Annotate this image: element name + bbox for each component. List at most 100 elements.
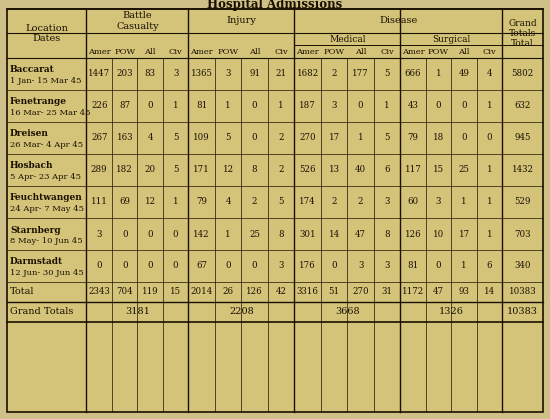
Text: 12: 12 (145, 197, 156, 207)
Text: 182: 182 (116, 166, 133, 174)
Text: 945: 945 (514, 134, 531, 142)
Text: 0: 0 (173, 261, 178, 271)
Text: POW: POW (323, 47, 345, 55)
Text: Battle
Casualty: Battle Casualty (116, 11, 159, 31)
Text: 26: 26 (223, 287, 234, 297)
Text: 6: 6 (384, 166, 390, 174)
Text: 40: 40 (355, 166, 366, 174)
Text: 1365: 1365 (191, 70, 213, 78)
Text: 1: 1 (487, 230, 492, 238)
Text: 79: 79 (408, 134, 419, 142)
Text: 1: 1 (226, 230, 231, 238)
Text: 0: 0 (461, 134, 467, 142)
Text: 3: 3 (278, 261, 284, 271)
Text: All: All (355, 47, 366, 55)
Text: POW: POW (428, 47, 449, 55)
Text: Civ: Civ (274, 47, 288, 55)
Text: 10: 10 (433, 230, 444, 238)
Text: 0: 0 (122, 230, 128, 238)
Text: 18: 18 (433, 134, 444, 142)
Text: POW: POW (218, 47, 239, 55)
Text: 0: 0 (147, 230, 153, 238)
Text: 526: 526 (299, 166, 316, 174)
Text: 1: 1 (461, 261, 467, 271)
Text: 24 Apr- 7 May 45: 24 Apr- 7 May 45 (10, 205, 84, 213)
Text: 21: 21 (276, 70, 287, 78)
Text: Grand Totals: Grand Totals (10, 308, 73, 316)
Text: 4: 4 (487, 70, 492, 78)
Text: 0: 0 (252, 261, 257, 271)
Text: Darmstadt: Darmstadt (10, 258, 63, 266)
Text: 0: 0 (147, 261, 153, 271)
Text: 1: 1 (278, 101, 284, 111)
Text: 93: 93 (459, 287, 470, 297)
Text: 12: 12 (223, 166, 234, 174)
Text: 270: 270 (353, 287, 369, 297)
Text: 8: 8 (252, 166, 257, 174)
Text: 0: 0 (487, 134, 492, 142)
Text: 20: 20 (145, 166, 156, 174)
Text: 4: 4 (226, 197, 231, 207)
Text: 187: 187 (299, 101, 316, 111)
Text: 0: 0 (436, 261, 441, 271)
Text: Amer: Amer (88, 47, 111, 55)
Text: 226: 226 (91, 101, 107, 111)
Text: Starnberg: Starnberg (10, 225, 60, 235)
Text: 2: 2 (252, 197, 257, 207)
Text: 2: 2 (358, 197, 364, 207)
Text: 3: 3 (173, 70, 178, 78)
Text: 79: 79 (196, 197, 207, 207)
Text: 3: 3 (358, 261, 364, 271)
Text: 16 Mar- 25 Mar 45: 16 Mar- 25 Mar 45 (10, 109, 91, 117)
Text: 704: 704 (117, 287, 133, 297)
Text: 14: 14 (328, 230, 340, 238)
Text: Surgical: Surgical (432, 34, 470, 44)
Text: Civ: Civ (169, 47, 183, 55)
Text: 142: 142 (193, 230, 210, 238)
Text: 1: 1 (487, 197, 492, 207)
Text: 1: 1 (487, 101, 492, 111)
Text: 2: 2 (278, 166, 284, 174)
Text: 1 Jan- 15 Mar 45: 1 Jan- 15 Mar 45 (10, 77, 81, 85)
Text: 13: 13 (328, 166, 339, 174)
Text: Hospital Admissions: Hospital Admissions (207, 0, 343, 11)
Text: 17: 17 (328, 134, 340, 142)
Text: 2: 2 (331, 70, 337, 78)
Text: 0: 0 (226, 261, 231, 271)
Text: 15: 15 (170, 287, 181, 297)
Text: 3: 3 (384, 261, 390, 271)
Text: POW: POW (114, 47, 135, 55)
Text: 2208: 2208 (229, 308, 254, 316)
Text: Medical: Medical (329, 34, 366, 44)
Text: 5: 5 (384, 70, 390, 78)
Text: 126: 126 (246, 287, 263, 297)
Text: 25: 25 (459, 166, 470, 174)
Text: 176: 176 (299, 261, 316, 271)
Text: 5: 5 (278, 197, 284, 207)
Text: All: All (249, 47, 260, 55)
Text: 8: 8 (278, 230, 284, 238)
Text: 529: 529 (514, 197, 531, 207)
Text: 42: 42 (276, 287, 287, 297)
Text: 0: 0 (358, 101, 364, 111)
Text: 4: 4 (147, 134, 153, 142)
Text: All: All (145, 47, 156, 55)
Text: 3: 3 (226, 70, 231, 78)
Text: Amer: Amer (296, 47, 319, 55)
Text: 1: 1 (461, 197, 467, 207)
Text: 0: 0 (436, 101, 441, 111)
Text: 203: 203 (117, 70, 133, 78)
Text: 3316: 3316 (296, 287, 318, 297)
Text: 2: 2 (331, 197, 337, 207)
Text: 67: 67 (196, 261, 207, 271)
Text: 31: 31 (382, 287, 393, 297)
Text: 119: 119 (142, 287, 158, 297)
Text: 25: 25 (249, 230, 260, 238)
Text: 117: 117 (405, 166, 421, 174)
Text: Grand
Totals
Total: Grand Totals Total (508, 18, 537, 49)
Text: 1326: 1326 (439, 308, 464, 316)
Text: Dreisen: Dreisen (10, 129, 49, 139)
Text: 17: 17 (459, 230, 470, 238)
Text: 1: 1 (436, 70, 441, 78)
Text: 1172: 1172 (402, 287, 424, 297)
